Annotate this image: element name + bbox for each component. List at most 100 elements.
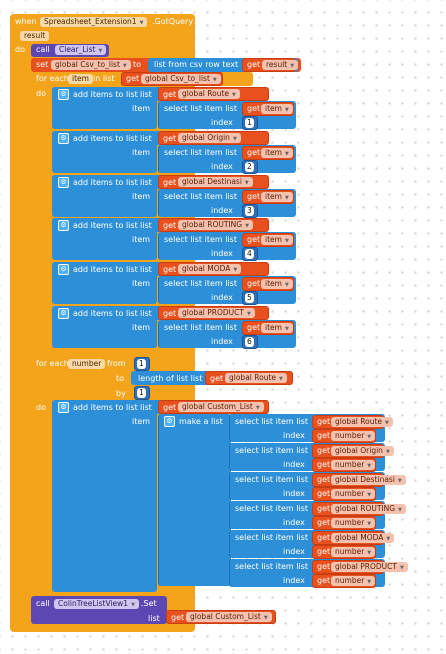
from-number-value[interactable]: 1 (137, 359, 146, 369)
mutator-gear-icon[interactable]: ⚙ (58, 264, 69, 275)
source-list-dropdown[interactable]: global MODA ▼ (331, 533, 395, 543)
item-var-dropdown[interactable]: item ▼ (261, 235, 293, 245)
target-list-dropdown[interactable]: global Origin ▼ (178, 133, 241, 143)
dropdown-arrow-icon: ▼ (244, 180, 249, 186)
source-list-dropdown[interactable]: global PRODUCT ▼ (331, 562, 408, 572)
item-var-dropdown[interactable]: item ▼ (261, 323, 293, 333)
index-number-value[interactable]: 1 (245, 118, 254, 128)
from-number-block[interactable]: 1 (134, 357, 150, 371)
number-var-dropdown[interactable]: number ▼ (331, 518, 376, 528)
get-result-dropdown[interactable]: result ▼ (262, 60, 299, 70)
source-list-dropdown[interactable]: global Route ▼ (331, 417, 393, 427)
dropdown-arrow-icon: ▼ (98, 48, 103, 54)
mutator-gear-icon[interactable]: ⚙ (58, 133, 69, 144)
dropdown-arrow-icon: ▼ (367, 521, 372, 527)
dropdown-arrow-icon: ▼ (385, 449, 390, 455)
mutator-gear-icon[interactable]: ⚙ (58, 177, 69, 188)
mutator-gear-icon[interactable]: ⚙ (58, 220, 69, 231)
number-var-dropdown[interactable]: number ▼ (331, 547, 376, 557)
number-var-dropdown[interactable]: number ▼ (331, 460, 376, 470)
dropdown-arrow-icon: ▼ (385, 420, 389, 426)
csv-list-dropdown[interactable]: global Csv_to_list ▼ (141, 74, 221, 84)
number-var-dropdown[interactable]: number ▼ (331, 489, 376, 499)
item-var-dropdown[interactable]: item ▼ (261, 104, 293, 114)
foreach-label: for each (36, 74, 69, 83)
item-var-dropdown[interactable]: item ▼ (261, 192, 293, 202)
index-number-block[interactable]: 5 (242, 291, 258, 305)
dropdown-arrow-icon: ▼ (255, 405, 260, 411)
index-number-block[interactable]: 6 (242, 335, 258, 349)
target-list-dropdown[interactable]: global MODA ▼ (178, 264, 242, 274)
number-var-label: number (335, 547, 365, 556)
tree-list-view-dropdown[interactable]: ColinTreeListView1 ▼ (54, 599, 139, 609)
dropdown-arrow-icon: ▼ (232, 136, 237, 142)
custom-list-dropdown[interactable]: global Custom_List ▼ (178, 402, 264, 412)
select-list-item-label: select list item list (235, 562, 308, 571)
by-number-block[interactable]: 1 (134, 386, 150, 400)
event-param-result[interactable]: result (20, 31, 50, 41)
add-items-item-label: item (132, 192, 151, 201)
foreach-item-var[interactable]: item (68, 74, 93, 84)
get-label: get (126, 74, 140, 83)
index-number-value[interactable]: 2 (245, 162, 254, 172)
add-items-list-label: list (140, 178, 152, 187)
source-list-dropdown[interactable]: global ROUTING ▼ (331, 504, 406, 514)
get-label: get (247, 235, 261, 244)
set-custom-list-dropdown[interactable]: global Custom_List ▼ (186, 612, 272, 622)
index-label: index (211, 337, 233, 346)
number-var-label: number (335, 431, 365, 440)
foreach-number-do-label: do (36, 403, 46, 412)
add-items-list-label: list (140, 265, 152, 274)
add-items-item-label: item (132, 148, 151, 157)
source-list-label: global PRODUCT (335, 562, 397, 571)
add-custom-block[interactable] (52, 400, 157, 592)
index-number-value[interactable]: 3 (245, 206, 254, 216)
target-list-dropdown[interactable]: global Destinasi ▼ (178, 177, 253, 187)
number-var-dropdown[interactable]: number ▼ (331, 576, 376, 586)
get-label: get (317, 431, 331, 440)
index-label: index (211, 249, 233, 258)
dropdown-arrow-icon: ▼ (367, 463, 372, 469)
make-a-list-block[interactable] (158, 414, 231, 586)
item-var-dropdown[interactable]: item ▼ (261, 279, 293, 289)
event-component-dropdown[interactable]: Spreadsheet_Extension1 ▼ (40, 17, 148, 27)
get-label: get (247, 60, 261, 69)
index-number-value[interactable]: 4 (245, 249, 254, 259)
dropdown-arrow-icon: ▼ (367, 492, 372, 498)
dropdown-arrow-icon: ▼ (139, 20, 144, 26)
target-list-dropdown[interactable]: global PRODUCT ▼ (178, 308, 255, 318)
add-items-title: add items to list (73, 134, 138, 143)
index-label: index (283, 547, 305, 556)
tree-list-view-label: ColinTreeListView1 (58, 599, 129, 608)
select-list-item-label: select list item list (164, 323, 237, 332)
by-number-value[interactable]: 1 (137, 388, 146, 398)
index-label: index (283, 489, 305, 498)
set-var-dropdown[interactable]: global Csv_to_list ▼ (51, 60, 131, 70)
add-items-title: add items to list (73, 178, 138, 187)
source-list-dropdown[interactable]: global Destinasi ▼ (331, 475, 406, 485)
index-number-block[interactable]: 4 (242, 247, 258, 261)
mutator-gear-icon[interactable]: ⚙ (58, 89, 69, 100)
number-var-dropdown[interactable]: number ▼ (331, 431, 376, 441)
target-list-dropdown[interactable]: global Route ▼ (178, 89, 240, 99)
dropdown-arrow-icon: ▼ (367, 579, 372, 585)
index-number-block[interactable]: 1 (242, 116, 258, 130)
index-number-value[interactable]: 6 (245, 337, 254, 347)
set-label: set (36, 60, 49, 69)
add-items-list-label: list (140, 309, 152, 318)
clear-list-dropdown[interactable]: Clear_List ▼ (55, 45, 107, 55)
foreach-number-var[interactable]: number (68, 359, 106, 369)
index-number-block[interactable]: 3 (242, 204, 258, 218)
dropdown-arrow-icon: ▼ (386, 536, 391, 542)
source-list-dropdown[interactable]: global Origin ▼ (331, 446, 394, 456)
length-list-dropdown[interactable]: global Route ▼ (225, 373, 287, 383)
index-number-value[interactable]: 5 (245, 293, 254, 303)
mutator-gear-icon[interactable]: ⚙ (58, 402, 69, 413)
target-list-dropdown[interactable]: global ROUTING ▼ (178, 220, 253, 230)
item-var-dropdown[interactable]: item ▼ (261, 148, 293, 158)
add-custom-list-label: list (140, 403, 152, 412)
mutator-gear-icon[interactable]: ⚙ (164, 416, 175, 427)
index-number-block[interactable]: 2 (242, 160, 258, 174)
index-label: index (283, 431, 305, 440)
mutator-gear-icon[interactable]: ⚙ (58, 308, 69, 319)
